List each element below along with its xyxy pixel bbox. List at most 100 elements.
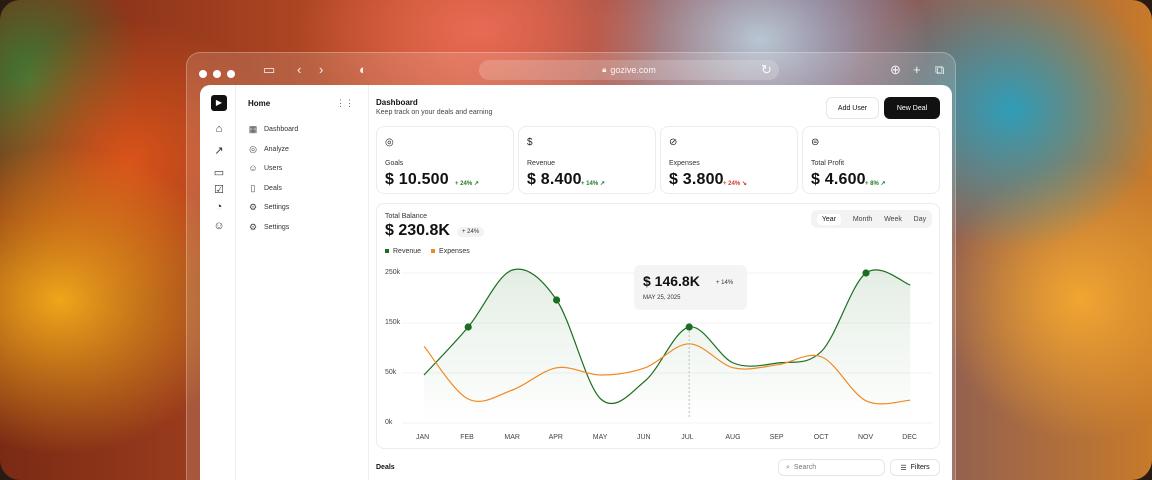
- tooltip-value: $ 146.8K: [643, 273, 700, 289]
- x-tick-label: JUN: [637, 434, 651, 441]
- window-controls: [199, 70, 235, 78]
- document-icon: ▯: [250, 182, 256, 193]
- nav-item-users[interactable]: ☺ Users: [248, 161, 282, 175]
- nav-item-label: Analyze: [264, 145, 289, 153]
- x-tick-label: MAY: [592, 434, 608, 441]
- add-user-button[interactable]: Add User: [826, 97, 879, 119]
- stat-change: + 8% ↗: [865, 181, 886, 187]
- sidebar-toggle-icon[interactable]: ▭: [263, 62, 276, 77]
- x-tick-label: JUL: [681, 434, 694, 441]
- balance-line-chart: [402, 268, 933, 424]
- back-icon[interactable]: ‹: [297, 62, 302, 77]
- user-icon: ☺: [248, 163, 258, 173]
- nav-item-deals[interactable]: ▯ Deals: [248, 181, 282, 195]
- address-text: gozive.com: [610, 65, 656, 75]
- lock-icon: 🔒︎: [602, 65, 607, 74]
- range-year-tab[interactable]: Year: [816, 213, 842, 225]
- deals-title: Deals: [376, 464, 395, 471]
- dashboard-icon: ▦: [248, 123, 258, 134]
- nav-title: Home: [248, 99, 271, 108]
- legend-swatch: [431, 249, 436, 254]
- expenses-line: [423, 343, 911, 405]
- x-tick-label: FEB: [460, 434, 474, 441]
- stat-change: + 14% ↗: [581, 181, 605, 187]
- nav-item-settings-2[interactable]: ⚙ Settings: [248, 220, 289, 234]
- x-tick-label: JAN: [416, 434, 430, 441]
- x-tick-label: SEP: [769, 434, 784, 441]
- filter-icon: ☰: [900, 464, 907, 472]
- checkbox-icon[interactable]: ☑: [214, 184, 224, 196]
- settings-icon: ⚙: [248, 201, 258, 212]
- legend-revenue: Revenue: [385, 248, 421, 255]
- stat-label: Revenue: [527, 160, 556, 167]
- data-point-marker[interactable]: [685, 323, 693, 331]
- total-balance-change: + 24%: [457, 227, 485, 237]
- close-window-dot[interactable]: [199, 70, 207, 78]
- chart-tooltip: $ 146.8K + 14% MAY 25, 2025: [634, 265, 747, 310]
- app-logo-icon[interactable]: ▶: [211, 95, 227, 111]
- tabs-overview-icon[interactable]: ⧉: [935, 62, 945, 77]
- data-point-marker[interactable]: [862, 269, 870, 277]
- x-tick-label: APR: [548, 434, 563, 441]
- reload-icon[interactable]: ↻: [761, 62, 772, 77]
- nav-item-label: Deals: [264, 184, 282, 192]
- new-tab-icon[interactable]: +: [913, 62, 921, 77]
- coins-icon: ⊜: [811, 137, 820, 148]
- y-tick-label: 250k: [385, 269, 401, 276]
- tooltip-date: MAY 25, 2025: [643, 295, 681, 301]
- x-tick-label: AUG: [725, 434, 741, 441]
- y-tick-label: 50k: [385, 369, 397, 376]
- range-selector: Year Month Week Day: [811, 210, 932, 228]
- stat-label: Goals: [385, 160, 404, 167]
- forward-icon[interactable]: ›: [319, 62, 324, 77]
- total-balance-panel: Total Balance $ 230.8K + 24% Year Month …: [376, 203, 940, 449]
- x-tick-label: DEC: [902, 434, 917, 441]
- legend-label: Revenue: [393, 248, 422, 255]
- address-bar[interactable]: 🔒︎ gozive.com: [479, 60, 779, 80]
- message-icon[interactable]: ▭: [213, 167, 225, 179]
- revenue-line: [423, 268, 911, 405]
- icon-rail: ▶ ⌂ ↗ ▭ ☑ ◔ ☺: [200, 85, 236, 480]
- maximize-window-dot[interactable]: [227, 70, 235, 78]
- new-deal-button[interactable]: New Deal: [884, 97, 940, 119]
- target-icon: ◎: [385, 137, 394, 148]
- page-title: Dashboard: [376, 98, 418, 107]
- nav-item-label: Settings: [264, 223, 290, 231]
- stat-label: Expenses: [669, 160, 700, 167]
- chart-icon[interactable]: ↗: [214, 145, 224, 157]
- stat-change: + 24% ↗: [455, 181, 479, 187]
- data-point-marker[interactable]: [553, 296, 561, 304]
- range-day-tab[interactable]: Day: [913, 215, 927, 223]
- pie-chart-icon[interactable]: ◔: [215, 201, 223, 213]
- minimize-window-dot[interactable]: [213, 70, 221, 78]
- grid-menu-icon[interactable]: ⋮⋮: [336, 98, 354, 108]
- user-icon[interactable]: ☺: [213, 220, 225, 232]
- stat-card-total-profit: ⊜ Total Profit $ 4.600 + 8% ↗: [802, 126, 940, 194]
- settings-icon: ⚙: [248, 221, 258, 232]
- stat-value: $ 8.400: [527, 171, 582, 188]
- side-nav: Home ⋮⋮ ▦ Dashboard ◎ Analyze ☺ Users ▯ …: [236, 85, 369, 480]
- stat-card-revenue: $ Revenue $ 8.400 + 14% ↗: [518, 126, 656, 194]
- nav-item-analyze[interactable]: ◎ Analyze: [248, 142, 289, 156]
- search-icon: ⌕: [786, 463, 790, 471]
- legend-swatch: [385, 249, 389, 254]
- download-icon[interactable]: ⊕: [890, 62, 901, 77]
- total-balance-value: $ 230.8K: [385, 222, 450, 239]
- wallet-icon: ⊘: [669, 137, 678, 148]
- range-month-tab[interactable]: Month: [852, 215, 873, 223]
- shield-icon[interactable]: ◐: [359, 62, 367, 77]
- total-balance-label: Total Balance: [385, 213, 428, 220]
- revenue-area: [424, 269, 911, 423]
- nav-item-dashboard[interactable]: ▦ Dashboard: [248, 122, 299, 136]
- nav-item-label: Users: [264, 164, 283, 172]
- data-point-marker[interactable]: [464, 323, 472, 331]
- stat-value: $ 10.500: [385, 171, 449, 188]
- range-week-tab[interactable]: Week: [884, 215, 902, 223]
- search-input[interactable]: ⌕ Search: [778, 459, 885, 476]
- nav-item-settings[interactable]: ⚙ Settings: [248, 200, 289, 214]
- search-placeholder: Search: [793, 464, 817, 471]
- chart-legend: Revenue Expenses: [385, 248, 470, 255]
- home-icon[interactable]: ⌂: [215, 123, 223, 135]
- page-subtitle: Keep track on your deals and earning: [376, 109, 493, 116]
- filters-button[interactable]: ☰ Filters: [890, 459, 940, 476]
